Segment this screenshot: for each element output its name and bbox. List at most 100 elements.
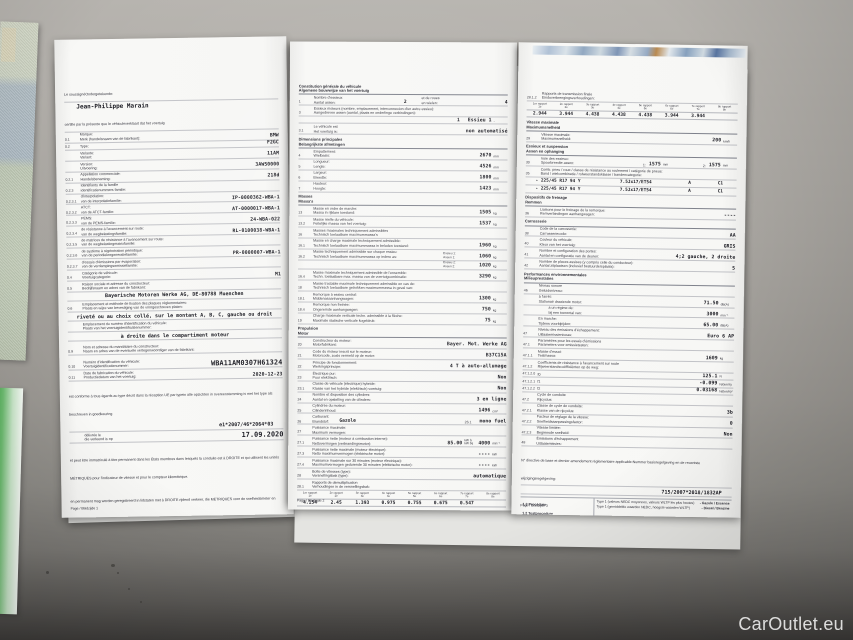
field-label-nl: Maximale statische verticale kogeldruk: [312, 318, 376, 323]
item-number: 47.1 [522, 342, 530, 347]
field-label-nl: Technisch toelaatbare maximummassa in be… [313, 243, 409, 248]
unit-line: km/h [723, 139, 731, 144]
coc-page-3: 28.1.2 Rapports de transmission finale Ein… [511, 42, 748, 518]
unit-line: kg [493, 211, 497, 216]
field-value: ---- [478, 452, 491, 458]
field-label-nl: Lengte: [313, 164, 326, 169]
field-value-line: à droite dans le compartiment moteur [67, 329, 282, 342]
field-value: 4 T à auto-allumage [449, 364, 507, 370]
field-label: Constructeur du moteur: Motorfabrikant: [313, 338, 447, 347]
paragraph-text: est conforme à tous égards au type décri… [69, 380, 284, 421]
form-row: 16 Masses maximales techniquement admissi… [298, 227, 508, 240]
field-value: 3000 [706, 312, 719, 318]
field-value: 11AM [267, 151, 280, 157]
field-label-nl: Spoorbreedte assen: [540, 160, 575, 166]
field-value: 0 [729, 421, 733, 427]
field-value: GRIS [723, 244, 736, 250]
gear-col-head: 8e rapport 8e [480, 491, 506, 499]
field-label: Puissance maximale: Maximum vermogen: [312, 426, 506, 436]
field-label: Nombre et configuration des portes: Aanta… [539, 249, 675, 260]
field-value: 1800 [479, 175, 492, 181]
item-number: 47.1.1 [522, 353, 533, 358]
field-label-nl: Middenasaanhangwagen: [312, 296, 355, 301]
emissions-table: 1.2 Procédure 1.2 Testprocedure Type 1 (va… [519, 496, 732, 518]
field-value: non automatisé [465, 129, 508, 135]
dirt-speck [111, 564, 115, 567]
item-number: 28.1.2 [526, 95, 537, 100]
gear-ratio-value: 0.547 [459, 501, 474, 507]
paragraph-text-fr: Le soussigné [64, 92, 86, 97]
item-number: 26 [297, 419, 302, 424]
field-unit: N/(km/h) [717, 382, 733, 387]
field-value: 3 en ligne [476, 397, 507, 403]
item-number: 16.2 [298, 254, 305, 259]
item-number: 24 [297, 397, 302, 402]
gear-col-head: 2e rapport 2e [323, 491, 349, 499]
item-number: 0.11 [68, 375, 76, 380]
rolling-resistance-class: A [688, 188, 691, 194]
section-header-nl: Massa's [298, 198, 314, 204]
gear-col-label-nl: 2e [334, 494, 338, 499]
page-3-content: 28.1.2 Rapports de transmission finale Ein… [511, 42, 747, 518]
form-row: 0.11 Date de fabrication du véhicule: Prod… [68, 367, 283, 382]
gear-ratio-value: 2.944 [532, 111, 547, 117]
field-label-nl: Wielbasis: [313, 153, 330, 158]
field-label-nl: Technisch toelaatbare maximummassa op ie… [313, 254, 397, 259]
unit-line: mm [493, 165, 499, 170]
field-label: Code du moteur inscrit sur le moteur: Mot… [313, 349, 486, 359]
page-2-content: Constitution générale du véhicule Algemen… [288, 42, 517, 511]
form-row: 25 Cylindrée du moteur: Cilinderinhoud: 149… [297, 403, 507, 415]
field-label-nl: Netto maximumvermogen (elektrische motor… [312, 452, 386, 457]
unit-line: kg [493, 264, 497, 269]
test-procedure-desc: Type 1 (valeurs NEDC moyennes, valeurs W… [594, 498, 732, 518]
field-label-nl: Versnellingsbak (type): [312, 473, 349, 479]
field-label-nl: Nettovermogen (verbrandingsmotor): [312, 441, 372, 446]
gear-col-label-nl: 3e [590, 105, 595, 110]
axle-label-nl: Assen 1: [443, 254, 456, 259]
gear-ratio-value: 0.675 [433, 501, 448, 507]
field-label-nl: Het voertuig is: [313, 129, 338, 134]
gear-col-head: 1er rapport 1e [527, 101, 553, 109]
field-label: Date de fabrication du véhicule: Producti… [83, 369, 252, 380]
form-row: 23.1 Classe de véhicule (électrique) hybr… [297, 381, 507, 394]
unit-line: min⁻¹ [720, 312, 729, 318]
item-number: 0.2.3.6 [66, 253, 78, 258]
section-header: Masses Massa's [298, 193, 508, 207]
form-row: 21 Code du moteur inscrit sur le moteur: M… [297, 348, 507, 361]
page-footer: Page / Bladzijde 3 [520, 503, 548, 508]
field-value: 3AW50000 [255, 162, 280, 168]
item-number: 18.4 [297, 307, 305, 312]
item-number: 0.2.3.1 [65, 199, 77, 204]
gear-col-label-nl: 6e [439, 494, 443, 499]
field-label: Masse tractable maximale techniquement a… [313, 281, 507, 291]
item-number: 47.1.2.2 [522, 386, 535, 391]
field-value: 218d [267, 173, 280, 179]
item-number: 0.2.3.5 [66, 242, 78, 248]
axle-label: Essieu 1: Assen 1: [443, 251, 479, 259]
field-value: 2670 [479, 153, 492, 159]
axle-index: 2: [702, 163, 706, 168]
form-row: 23 Électrique pur: Puur elektrisch: Non [297, 370, 507, 383]
field-label: Cylindrée du moteur: Cilinderinhoud: [312, 404, 478, 413]
field-label: Rapports de démultiplication Verhoudingen… [312, 480, 506, 490]
field-label-nl: Cilinderinhoud: [312, 408, 337, 413]
field-value-mid: Gazole [339, 418, 356, 424]
unit-line: mm [493, 154, 499, 159]
gear-col-head: 6e rapport 6e [659, 103, 685, 111]
gear-col-label-nl: 5e [643, 106, 648, 111]
unit-line: kW [492, 452, 497, 457]
item-number: 0.6 [67, 306, 73, 311]
tyre-size: - 225/45 R17 94 Y [535, 178, 581, 185]
field-label: Charge maximale verticale techn. admissi… [313, 314, 485, 324]
field-unit: N [717, 375, 733, 380]
field-label-nl [313, 268, 443, 269]
field-unit: kg [491, 255, 507, 260]
gear-col-head: 4e rapport 4e [375, 491, 401, 499]
field-label: Essieux moteurs (nombre, emplacement, in… [314, 107, 508, 117]
field-label: Hauteur: Hoogte: [313, 182, 479, 191]
unit-line: dB(A) [720, 323, 729, 329]
field-label-nl: Aantal en opstelling van de cilinders: [312, 397, 371, 402]
gear-col-head: 4e rapport 4e [606, 103, 632, 111]
section-header-nl: Algemene bouwwijze van het voertuig [298, 87, 370, 94]
item-number: 47.1.2.0 [522, 371, 536, 376]
